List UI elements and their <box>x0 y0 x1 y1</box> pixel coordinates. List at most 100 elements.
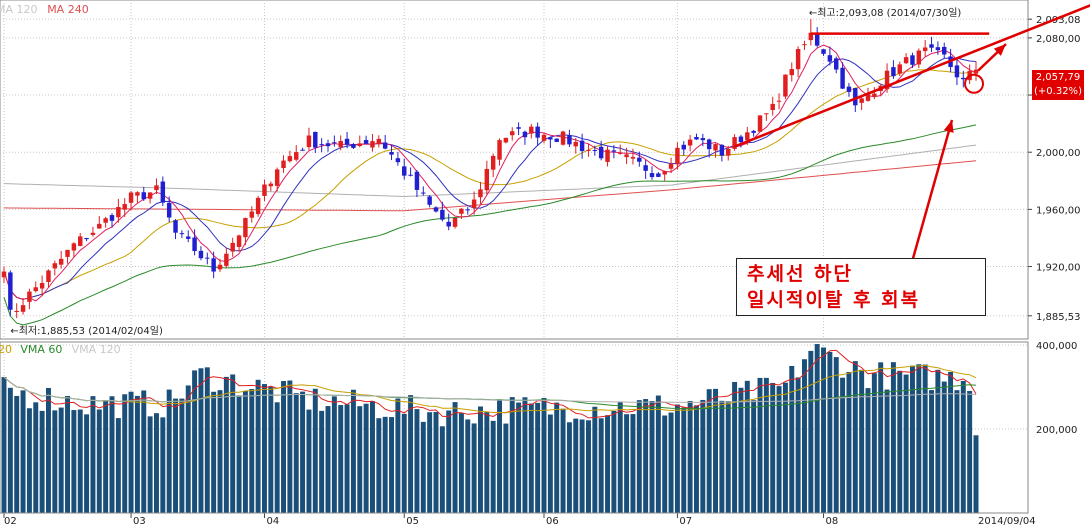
candle-body <box>281 160 286 169</box>
volume-bar <box>751 400 757 513</box>
volume-bar <box>71 410 77 513</box>
volume-bar <box>331 396 337 513</box>
volume-bar <box>922 364 928 513</box>
x-tick-label-last: 2014/09/04 <box>978 516 1036 527</box>
volume-bar <box>801 359 807 513</box>
candle-body <box>681 144 686 150</box>
x-tick-label: 05 <box>406 516 419 527</box>
volume-bar <box>674 404 680 513</box>
volume-bar <box>890 362 896 513</box>
candle-body <box>884 70 890 90</box>
volume-bar <box>700 399 706 513</box>
volume-bar <box>522 397 528 513</box>
candle-body <box>433 207 439 212</box>
volume-bar <box>20 390 26 513</box>
candle-body <box>319 144 324 146</box>
candle-body <box>414 171 420 190</box>
volume-bar <box>649 400 655 513</box>
candle-body <box>560 131 566 145</box>
volume-bar <box>109 396 115 513</box>
candle-body <box>389 152 394 155</box>
volume-bar <box>484 412 490 513</box>
candle-body <box>71 243 77 251</box>
candle-body <box>332 142 337 144</box>
volume-bar <box>281 381 287 513</box>
volume-bar <box>420 421 426 513</box>
volume-bar <box>58 407 64 513</box>
volume-bar <box>268 386 274 513</box>
candle-body <box>230 242 235 252</box>
volume-bar <box>573 418 579 513</box>
candle-body <box>770 103 775 110</box>
candle-body <box>649 173 655 178</box>
up-arrow-head <box>993 44 1006 56</box>
candle-body <box>262 184 267 196</box>
volume-bar <box>363 403 369 513</box>
candle-body <box>573 141 578 147</box>
volume-bar <box>287 380 293 513</box>
support-trendline <box>734 4 1090 148</box>
candle-body <box>58 258 64 265</box>
candle-body <box>465 209 470 211</box>
volume-bar <box>954 390 960 513</box>
volume-bar <box>96 409 102 513</box>
candle-body <box>624 154 629 158</box>
ma120-line <box>3 144 977 198</box>
volume-bar <box>763 377 769 513</box>
candle-body <box>776 100 782 102</box>
candle-body <box>224 253 229 266</box>
volume-bar <box>624 414 630 513</box>
current-price-badge: 2,057,79 (+0.32%) <box>1032 70 1084 100</box>
volume-bar <box>77 409 83 513</box>
volume-bar <box>776 386 782 513</box>
volume-legend-item: 20 <box>0 343 12 356</box>
candle-body <box>656 173 661 177</box>
candle-body <box>738 136 744 143</box>
volume-bar <box>357 406 363 513</box>
annotation-line-1: 추세선 하단 <box>747 263 854 285</box>
candle-body <box>97 223 102 229</box>
volume-bar <box>738 387 744 513</box>
price-tick-label: 2,080,00 <box>1036 34 1081 45</box>
volume-bar <box>344 404 350 513</box>
volume-bar <box>693 405 699 513</box>
candle-body <box>116 207 121 218</box>
candle-body <box>408 174 413 176</box>
candle-body <box>935 47 941 51</box>
volume-bar <box>65 396 71 513</box>
candle-body <box>745 132 750 141</box>
candle-body <box>84 237 89 240</box>
volume-bar <box>414 409 420 513</box>
volume-bar <box>249 389 255 513</box>
volume-bar <box>325 406 331 513</box>
volume-bar <box>153 413 159 513</box>
volume-bar <box>1 377 7 513</box>
volume-tick-label: 400,000 <box>1036 341 1077 352</box>
volume-bar <box>782 382 788 513</box>
volume-bar <box>395 398 401 513</box>
candle-body <box>630 156 636 159</box>
volume-bar <box>808 350 814 513</box>
volume-bar <box>382 416 388 513</box>
x-tick-label: 08 <box>826 516 839 527</box>
volume-bar <box>52 410 58 513</box>
ma10-line <box>3 57 977 300</box>
candle-body <box>592 150 598 152</box>
candle-body <box>961 77 966 80</box>
candle-body <box>274 169 280 186</box>
candle-body <box>726 148 731 156</box>
candle-body <box>325 143 331 147</box>
volume-bar <box>973 435 979 513</box>
candle-body <box>903 57 909 64</box>
candle-body <box>942 46 947 55</box>
candle-body <box>338 141 343 148</box>
volume-bar <box>681 407 687 513</box>
candle-body <box>173 220 178 233</box>
volume-bar <box>217 390 223 513</box>
ma240-line <box>3 160 977 212</box>
volume-bar <box>598 418 604 513</box>
x-tick-label: 06 <box>546 516 559 527</box>
price-tick-label: 1,885,53 <box>1036 312 1081 323</box>
volume-bar <box>852 361 858 513</box>
